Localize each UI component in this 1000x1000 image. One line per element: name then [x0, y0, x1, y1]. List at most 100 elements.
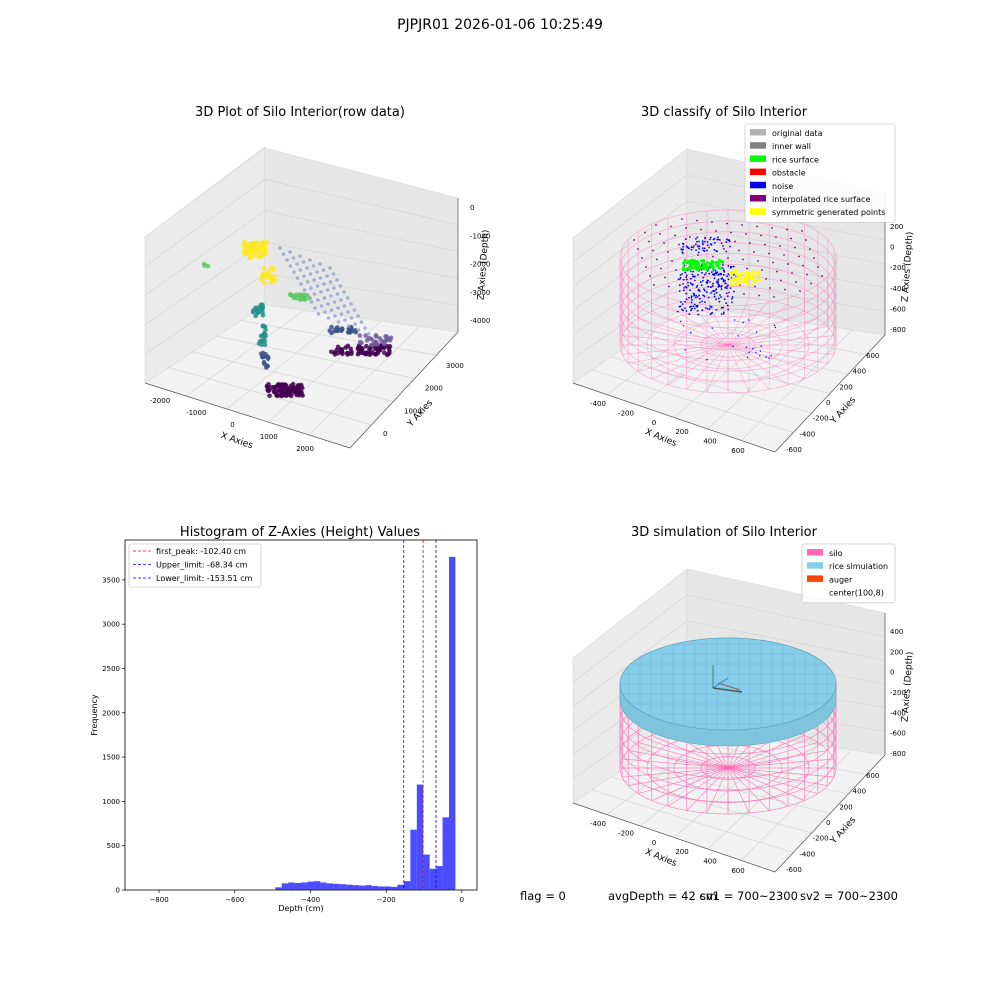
subplot-1-title: 3D Plot of Silo Interior(row data) — [195, 105, 405, 120]
rice-surface-point — [706, 261, 709, 265]
noise-point — [704, 289, 706, 292]
subplot-1-y-ticks: 0 1000 2000 3000 — [383, 362, 464, 438]
legend-swatch — [750, 181, 766, 189]
data-point — [253, 313, 258, 319]
data-point — [316, 312, 321, 316]
subplot-2-axes-box — [572, 148, 886, 453]
silo-floor-ring — [700, 756, 756, 780]
subplot-1-x-ticks: -2000 -1000 0 1000 2000 — [150, 397, 314, 453]
symmetric-point — [743, 280, 747, 283]
noise-point — [725, 282, 727, 285]
subplot-raw-data: 3D Plot of Silo Interior(row data) -2000… — [144, 105, 491, 453]
noise-point — [678, 290, 681, 292]
data-point — [299, 282, 303, 286]
data-point — [309, 300, 314, 304]
noise-point — [682, 245, 685, 248]
data-point — [323, 310, 327, 314]
noise-point — [701, 240, 704, 243]
x-tick-label: 0 — [652, 419, 656, 427]
noise-point — [682, 283, 684, 285]
legend-label: center(100,8) — [829, 589, 884, 598]
data-point — [332, 350, 337, 355]
interpolated-point — [791, 272, 793, 274]
data-point — [319, 290, 323, 294]
histogram-bar — [281, 883, 289, 890]
noise-point — [698, 240, 700, 243]
data-point — [355, 351, 361, 357]
silo-floor-spoke — [727, 297, 750, 346]
histogram-legend: first_peak: -102.40 cm Upper_limit: -68.3… — [128, 543, 262, 588]
data-point — [333, 314, 337, 318]
x-tick-label: −400 — [301, 896, 320, 904]
histogram-bar — [410, 829, 417, 890]
noise-point — [728, 239, 731, 241]
data-point — [364, 350, 370, 356]
data-point — [322, 296, 327, 300]
legend-label: rice simulation — [829, 562, 888, 571]
rice-surface-point — [683, 258, 687, 262]
legend-label: obstacle — [772, 169, 806, 178]
noise-point — [716, 238, 719, 241]
rice-surface-point — [711, 260, 715, 264]
noise-point — [768, 357, 770, 359]
data-point — [311, 264, 316, 268]
noise-point — [727, 265, 730, 267]
rice-surface-point — [702, 264, 705, 268]
noise-point — [720, 272, 722, 275]
interpolated-point — [674, 234, 676, 237]
rice-surface-point — [682, 267, 685, 271]
noise-point — [752, 348, 754, 350]
interpolated-point — [648, 240, 650, 243]
interpolated-point — [758, 294, 760, 297]
symmetric-point — [734, 277, 738, 280]
data-point — [253, 307, 259, 312]
y-tick-label: -400 — [799, 430, 815, 438]
noise-point — [709, 305, 712, 308]
data-point — [342, 304, 347, 308]
y-tick-label: -200 — [813, 835, 829, 843]
subplot-histogram: Histogram of Z-Axies (Height) Values −80… — [90, 525, 478, 913]
z-tick-label: 200 — [890, 223, 903, 231]
noise-point — [724, 286, 727, 289]
grid-line — [572, 620, 688, 707]
grid-line — [308, 326, 420, 436]
data-point — [359, 320, 364, 324]
grid-line — [264, 210, 459, 252]
interpolated-point — [734, 240, 736, 243]
noise-point — [682, 325, 685, 327]
silo-floor-spoke — [622, 344, 729, 355]
noise-point — [698, 245, 701, 248]
noise-point — [706, 359, 708, 361]
interpolated-point — [668, 285, 670, 288]
interpolated-point — [817, 266, 819, 268]
silo-ring — [619, 242, 837, 339]
noise-point — [713, 277, 716, 280]
y-tick-label: 200 — [839, 383, 852, 391]
grid-line — [264, 179, 459, 226]
noise-point — [695, 286, 698, 288]
interpolated-point — [801, 230, 803, 232]
subplot-4-rice-surface — [619, 637, 837, 747]
histogram-bar — [429, 868, 437, 890]
histogram-bar — [442, 817, 449, 890]
data-point — [318, 262, 322, 266]
data-point — [338, 347, 344, 353]
z-tick-label: -800 — [890, 750, 906, 758]
grid-line — [572, 226, 688, 311]
noise-point — [701, 242, 704, 244]
subplot-simulation: 3D simulation of Silo Interior -400 -200 0… — [572, 525, 916, 875]
rice-surface-point — [683, 261, 687, 264]
noise-point — [691, 273, 694, 276]
interpolated-point — [790, 237, 792, 240]
x-tick-label: 2000 — [296, 445, 314, 453]
silo-floor-spoke — [727, 304, 789, 346]
y-tick-label: 0 — [826, 819, 830, 827]
z-tick-label: 200 — [890, 648, 903, 656]
noise-point — [726, 285, 728, 288]
z-tick-label: -200 — [890, 689, 906, 697]
z-tick-label: 0 — [890, 244, 894, 252]
subplot-4-z-label: Z Axies (Depth) — [901, 651, 916, 722]
noise-point — [693, 293, 696, 296]
grid-line — [572, 594, 688, 683]
